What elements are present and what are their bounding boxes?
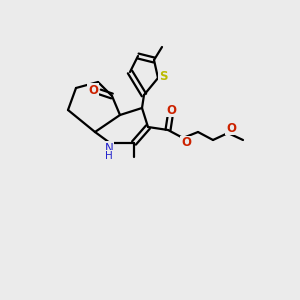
Text: O: O: [88, 83, 98, 97]
Text: N: N: [105, 142, 113, 154]
Text: O: O: [181, 136, 191, 149]
Text: O: O: [226, 122, 236, 134]
Text: O: O: [166, 103, 176, 116]
Text: S: S: [159, 70, 167, 83]
Text: H: H: [105, 151, 113, 161]
